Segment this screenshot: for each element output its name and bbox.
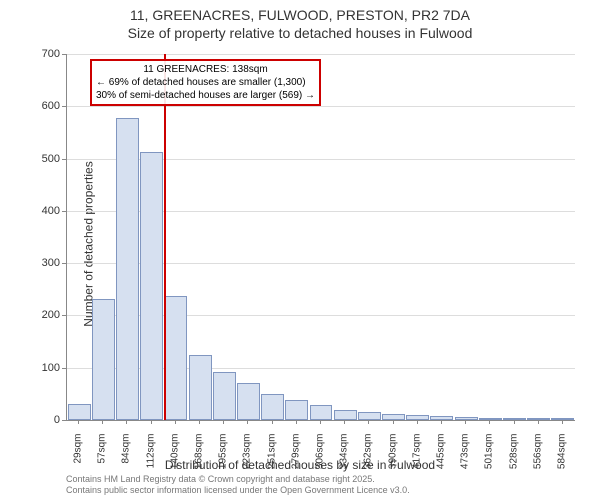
bar	[213, 372, 236, 420]
annotation-line-1: 11 GREENACRES: 138sqm	[96, 63, 315, 76]
bar	[164, 296, 187, 420]
x-tick-label: 223sqm	[242, 434, 253, 474]
x-tick-mark	[199, 420, 200, 424]
x-tick-mark	[78, 420, 79, 424]
x-tick-label: 84sqm	[121, 434, 132, 474]
x-tick-mark	[393, 420, 394, 424]
annotation-line-3: 30% of semi-detached houses are larger (…	[96, 89, 315, 102]
bar	[527, 418, 550, 420]
y-tick-mark	[62, 315, 66, 316]
x-tick-mark	[344, 420, 345, 424]
x-tick-mark	[175, 420, 176, 424]
x-tick-label: 473sqm	[460, 434, 471, 474]
x-tick-label: 140sqm	[169, 434, 180, 474]
y-tick-label: 100	[42, 362, 60, 374]
x-tick-label: 556sqm	[532, 434, 543, 474]
x-tick-mark	[126, 420, 127, 424]
x-tick-mark	[465, 420, 466, 424]
bar	[189, 355, 212, 420]
y-tick-label: 500	[42, 153, 60, 165]
bar	[503, 418, 526, 420]
y-tick-mark	[62, 211, 66, 212]
y-tick-mark	[62, 159, 66, 160]
chart-title: 11, GREENACRES, FULWOOD, PRESTON, PR2 7D…	[0, 0, 600, 42]
y-tick-label: 300	[42, 257, 60, 269]
x-tick-label: 112sqm	[145, 434, 156, 474]
bar	[92, 299, 115, 420]
x-tick-mark	[296, 420, 297, 424]
bar	[310, 405, 333, 420]
x-tick-mark	[272, 420, 273, 424]
x-tick-mark	[514, 420, 515, 424]
x-tick-mark	[441, 420, 442, 424]
bar	[334, 410, 357, 420]
x-tick-mark	[562, 420, 563, 424]
x-tick-label: 57sqm	[97, 434, 108, 474]
x-tick-label: 279sqm	[290, 434, 301, 474]
bar	[140, 152, 163, 420]
y-tick-label: 700	[42, 48, 60, 60]
bar	[116, 118, 139, 420]
annotation-line-2: ← 69% of detached houses are smaller (1,…	[96, 76, 315, 89]
gridline	[67, 54, 575, 55]
y-tick-label: 600	[42, 100, 60, 112]
x-tick-label: 168sqm	[194, 434, 205, 474]
bar	[68, 404, 91, 420]
bar	[551, 418, 574, 420]
bar	[358, 412, 381, 420]
x-tick-label: 251sqm	[266, 434, 277, 474]
x-tick-label: 528sqm	[508, 434, 519, 474]
footnote-line-2: Contains public sector information licen…	[66, 485, 410, 496]
x-tick-label: 390sqm	[387, 434, 398, 474]
bar	[406, 415, 429, 420]
footnote: Contains HM Land Registry data © Crown c…	[66, 474, 410, 496]
plot-area	[66, 54, 575, 421]
x-tick-mark	[417, 420, 418, 424]
x-tick-label: 306sqm	[315, 434, 326, 474]
x-tick-mark	[489, 420, 490, 424]
x-tick-label: 362sqm	[363, 434, 374, 474]
y-tick-mark	[62, 54, 66, 55]
y-tick-mark	[62, 263, 66, 264]
x-tick-label: 501sqm	[484, 434, 495, 474]
bar	[430, 416, 453, 420]
x-tick-mark	[538, 420, 539, 424]
bar	[237, 383, 260, 420]
y-tick-mark	[62, 420, 66, 421]
x-tick-mark	[151, 420, 152, 424]
bar	[382, 414, 405, 420]
y-tick-mark	[62, 106, 66, 107]
chart-container: 11, GREENACRES, FULWOOD, PRESTON, PR2 7D…	[0, 0, 600, 500]
y-tick-mark	[62, 368, 66, 369]
x-tick-label: 584sqm	[556, 434, 567, 474]
x-tick-label: 445sqm	[435, 434, 446, 474]
title-line-1: 11, GREENACRES, FULWOOD, PRESTON, PR2 7D…	[0, 6, 600, 24]
x-tick-label: 195sqm	[218, 434, 229, 474]
x-tick-mark	[247, 420, 248, 424]
annotation-box: 11 GREENACRES: 138sqm← 69% of detached h…	[90, 59, 321, 106]
bar	[285, 400, 308, 420]
y-tick-label: 0	[54, 414, 60, 426]
x-tick-mark	[320, 420, 321, 424]
property-marker-line	[164, 54, 166, 420]
x-tick-mark	[102, 420, 103, 424]
footnote-line-1: Contains HM Land Registry data © Crown c…	[66, 474, 410, 485]
y-tick-label: 400	[42, 205, 60, 217]
x-tick-label: 29sqm	[73, 434, 84, 474]
x-tick-label: 417sqm	[411, 434, 422, 474]
x-tick-label: 334sqm	[339, 434, 350, 474]
bar	[261, 394, 284, 420]
x-tick-mark	[223, 420, 224, 424]
title-line-2: Size of property relative to detached ho…	[0, 24, 600, 42]
x-tick-mark	[368, 420, 369, 424]
gridline	[67, 106, 575, 107]
y-tick-label: 200	[42, 309, 60, 321]
